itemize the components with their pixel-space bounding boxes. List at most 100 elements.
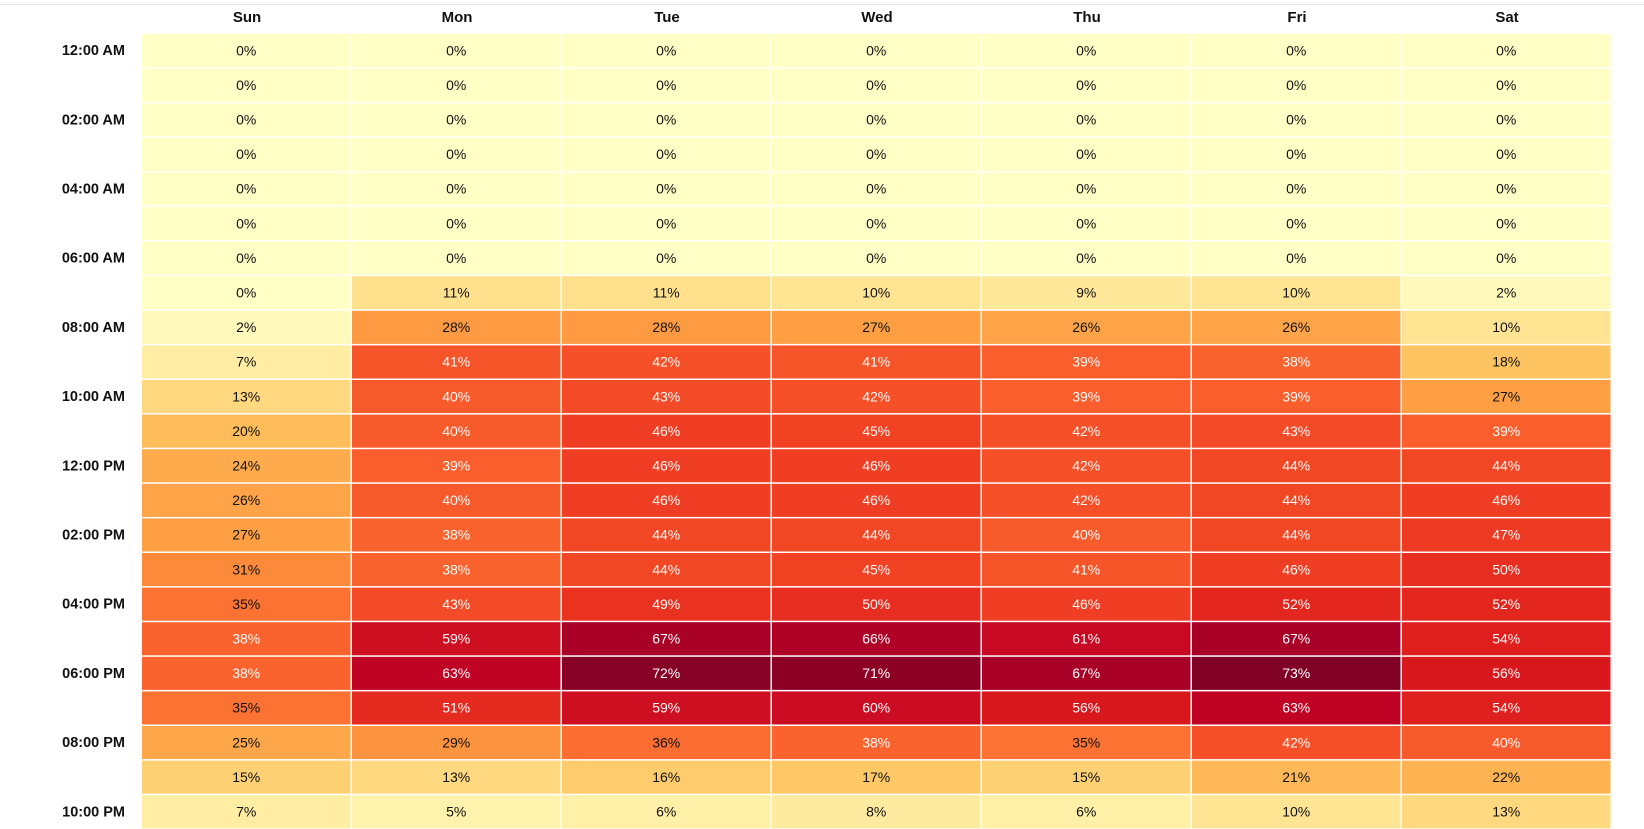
heatmap-cell[interactable]	[562, 414, 771, 448]
heatmap-cell[interactable]	[772, 587, 981, 621]
heatmap-cell[interactable]	[1192, 656, 1401, 690]
heatmap-cell[interactable]	[1192, 691, 1401, 725]
heatmap-cell[interactable]	[562, 103, 771, 137]
heatmap-cell[interactable]	[352, 172, 561, 206]
heatmap-cell[interactable]	[772, 622, 981, 656]
heatmap-cell[interactable]	[562, 276, 771, 310]
heatmap-cell[interactable]	[352, 587, 561, 621]
heatmap-cell[interactable]	[352, 241, 561, 275]
heatmap-cell[interactable]	[352, 726, 561, 760]
heatmap-cell[interactable]	[562, 553, 771, 587]
heatmap-cell[interactable]	[1402, 172, 1611, 206]
heatmap-cell[interactable]	[352, 691, 561, 725]
heatmap-cell[interactable]	[562, 587, 771, 621]
heatmap-cell[interactable]	[772, 656, 981, 690]
heatmap-cell[interactable]	[1402, 207, 1611, 241]
heatmap-cell[interactable]	[142, 553, 351, 587]
heatmap-cell[interactable]	[1192, 310, 1401, 344]
heatmap-cell[interactable]	[982, 345, 1191, 379]
heatmap-cell[interactable]	[982, 172, 1191, 206]
heatmap-cell[interactable]	[142, 518, 351, 552]
heatmap-cell[interactable]	[1192, 380, 1401, 414]
heatmap-cell[interactable]	[562, 207, 771, 241]
heatmap-cell[interactable]	[562, 172, 771, 206]
heatmap-cell[interactable]	[1402, 34, 1611, 68]
heatmap-cell[interactable]	[142, 172, 351, 206]
heatmap-cell[interactable]	[352, 310, 561, 344]
heatmap-cell[interactable]	[1402, 241, 1611, 275]
heatmap-cell[interactable]	[772, 691, 981, 725]
heatmap-cell[interactable]	[1402, 483, 1611, 517]
heatmap-cell[interactable]	[1192, 34, 1401, 68]
heatmap-cell[interactable]	[352, 760, 561, 794]
heatmap-cell[interactable]	[772, 276, 981, 310]
heatmap-cell[interactable]	[982, 587, 1191, 621]
heatmap-cell[interactable]	[562, 795, 771, 829]
heatmap-cell[interactable]	[1192, 103, 1401, 137]
heatmap-cell[interactable]	[772, 518, 981, 552]
heatmap-cell[interactable]	[1402, 414, 1611, 448]
heatmap-cell[interactable]	[772, 726, 981, 760]
heatmap-cell[interactable]	[982, 449, 1191, 483]
heatmap-cell[interactable]	[142, 587, 351, 621]
heatmap-cell[interactable]	[562, 241, 771, 275]
heatmap-cell[interactable]	[352, 518, 561, 552]
heatmap-cell[interactable]	[1402, 103, 1611, 137]
heatmap-cell[interactable]	[142, 622, 351, 656]
heatmap-cell[interactable]	[142, 68, 351, 102]
heatmap-cell[interactable]	[562, 310, 771, 344]
heatmap-cell[interactable]	[142, 760, 351, 794]
heatmap-cell[interactable]	[1192, 622, 1401, 656]
heatmap-cell[interactable]	[142, 380, 351, 414]
heatmap-cell[interactable]	[1192, 587, 1401, 621]
heatmap-cell[interactable]	[1402, 587, 1611, 621]
heatmap-cell[interactable]	[1402, 345, 1611, 379]
heatmap-cell[interactable]	[982, 656, 1191, 690]
heatmap-cell[interactable]	[562, 34, 771, 68]
heatmap-cell[interactable]	[772, 345, 981, 379]
heatmap-cell[interactable]	[772, 241, 981, 275]
heatmap-cell[interactable]	[772, 34, 981, 68]
heatmap-cell[interactable]	[982, 207, 1191, 241]
heatmap-cell[interactable]	[1192, 760, 1401, 794]
heatmap-cell[interactable]	[982, 518, 1191, 552]
heatmap-cell[interactable]	[1192, 172, 1401, 206]
heatmap-cell[interactable]	[772, 483, 981, 517]
heatmap-cell[interactable]	[772, 795, 981, 829]
heatmap-cell[interactable]	[352, 449, 561, 483]
heatmap-cell[interactable]	[562, 449, 771, 483]
heatmap-cell[interactable]	[982, 276, 1191, 310]
heatmap-cell[interactable]	[982, 726, 1191, 760]
heatmap-cell[interactable]	[142, 207, 351, 241]
heatmap-cell[interactable]	[1192, 414, 1401, 448]
heatmap-cell[interactable]	[1402, 622, 1611, 656]
heatmap-cell[interactable]	[352, 656, 561, 690]
heatmap-cell[interactable]	[1402, 726, 1611, 760]
heatmap-cell[interactable]	[982, 414, 1191, 448]
heatmap-cell[interactable]	[142, 483, 351, 517]
heatmap-cell[interactable]	[1402, 380, 1611, 414]
heatmap-cell[interactable]	[142, 656, 351, 690]
heatmap-cell[interactable]	[562, 691, 771, 725]
heatmap-cell[interactable]	[142, 795, 351, 829]
heatmap-cell[interactable]	[772, 207, 981, 241]
heatmap-cell[interactable]	[1192, 518, 1401, 552]
heatmap-cell[interactable]	[1192, 726, 1401, 760]
heatmap-cell[interactable]	[1402, 137, 1611, 171]
heatmap-cell[interactable]	[982, 103, 1191, 137]
heatmap-cell[interactable]	[352, 103, 561, 137]
heatmap-cell[interactable]	[562, 345, 771, 379]
heatmap-cell[interactable]	[352, 622, 561, 656]
heatmap-cell[interactable]	[772, 310, 981, 344]
heatmap-cell[interactable]	[1402, 276, 1611, 310]
heatmap-cell[interactable]	[1192, 553, 1401, 587]
heatmap-cell[interactable]	[772, 380, 981, 414]
heatmap-cell[interactable]	[1402, 553, 1611, 587]
heatmap-cell[interactable]	[352, 137, 561, 171]
heatmap-cell[interactable]	[562, 760, 771, 794]
heatmap-cell[interactable]	[982, 380, 1191, 414]
heatmap-cell[interactable]	[1402, 656, 1611, 690]
heatmap-cell[interactable]	[1192, 137, 1401, 171]
heatmap-cell[interactable]	[142, 103, 351, 137]
heatmap-cell[interactable]	[1402, 449, 1611, 483]
